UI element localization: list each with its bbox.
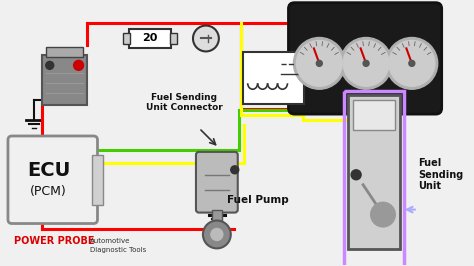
FancyBboxPatch shape xyxy=(8,136,98,223)
Circle shape xyxy=(193,26,219,51)
Bar xyxy=(243,52,304,104)
Circle shape xyxy=(343,40,389,86)
Bar xyxy=(344,91,404,266)
Circle shape xyxy=(316,60,322,66)
Circle shape xyxy=(73,60,83,70)
Text: Diagnostic Tools: Diagnostic Tools xyxy=(90,247,146,253)
Bar xyxy=(123,32,130,44)
FancyBboxPatch shape xyxy=(196,152,238,213)
Text: POWER PROBE: POWER PROBE xyxy=(14,236,94,246)
Bar xyxy=(353,100,395,130)
FancyBboxPatch shape xyxy=(289,3,442,114)
Circle shape xyxy=(211,228,223,240)
Bar xyxy=(348,95,400,250)
Bar xyxy=(170,32,177,44)
Circle shape xyxy=(340,38,392,89)
Bar xyxy=(46,47,82,57)
Bar xyxy=(42,55,87,105)
Circle shape xyxy=(46,61,54,69)
Bar xyxy=(91,155,103,205)
Text: Fuel
Sending
Unit: Fuel Sending Unit xyxy=(418,158,463,191)
Circle shape xyxy=(386,38,438,89)
Circle shape xyxy=(296,40,342,86)
Circle shape xyxy=(363,60,369,66)
Circle shape xyxy=(389,40,435,86)
Circle shape xyxy=(409,60,415,66)
Text: 20: 20 xyxy=(143,34,158,44)
Circle shape xyxy=(293,38,345,89)
Circle shape xyxy=(351,170,361,180)
Text: Fuel Pump: Fuel Pump xyxy=(227,195,289,205)
Circle shape xyxy=(231,166,239,174)
Circle shape xyxy=(371,203,395,227)
Bar xyxy=(129,28,171,48)
Text: (PCM): (PCM) xyxy=(30,185,67,198)
Text: ECU: ECU xyxy=(27,161,71,180)
Text: Automotive: Automotive xyxy=(90,238,130,244)
Circle shape xyxy=(203,221,231,248)
Text: Fuel Sending
Unit Connector: Fuel Sending Unit Connector xyxy=(146,93,222,112)
Bar xyxy=(212,210,222,230)
